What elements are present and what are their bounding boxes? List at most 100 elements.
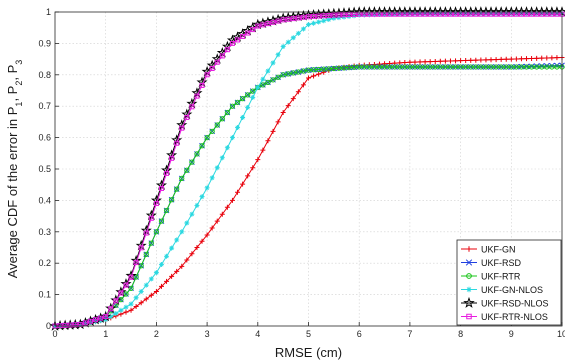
- data-point: [326, 12, 332, 18]
- data-point: [153, 270, 159, 276]
- data-point: [209, 175, 215, 181]
- data-point: [214, 122, 220, 128]
- data-point: [336, 12, 342, 18]
- data-point: [265, 21, 271, 27]
- data-point: [493, 57, 499, 63]
- data-point: [458, 58, 464, 64]
- y-tick-label: 0.6: [38, 133, 51, 143]
- y-tick-label: 0.1: [38, 290, 51, 300]
- data-point: [158, 261, 164, 267]
- data-point: [466, 246, 472, 252]
- data-point: [234, 99, 241, 106]
- data-point: [110, 294, 122, 305]
- data-point: [235, 37, 241, 43]
- data-point: [168, 197, 175, 203]
- data-point: [98, 318, 104, 324]
- data-point: [189, 211, 195, 217]
- data-point: [453, 58, 459, 64]
- data-point: [306, 14, 311, 20]
- data-point: [285, 71, 291, 77]
- data-point: [447, 64, 454, 70]
- y-tick-label: 0.4: [38, 195, 51, 205]
- data-point: [275, 74, 281, 80]
- data-point: [250, 88, 256, 94]
- data-point: [214, 59, 220, 65]
- y-axis-label-sub-1: 1: [14, 102, 24, 107]
- data-point: [554, 64, 560, 70]
- data-point: [164, 170, 170, 176]
- data-point: [240, 33, 246, 39]
- data-point: [392, 64, 398, 70]
- data-point: [466, 286, 472, 293]
- data-point: [186, 97, 198, 109]
- data-point: [270, 128, 276, 134]
- data-point: [229, 103, 236, 109]
- legend-label: UKF-RTR: [481, 272, 521, 282]
- data-point: [164, 253, 170, 259]
- data-point: [133, 295, 139, 301]
- data-point: [447, 58, 453, 64]
- data-point: [113, 298, 119, 304]
- data-point: [508, 56, 514, 62]
- data-point: [285, 16, 291, 22]
- data-point: [386, 64, 393, 70]
- data-point: [300, 68, 307, 74]
- data-point: [478, 64, 484, 70]
- data-point: [240, 115, 246, 121]
- data-point: [513, 56, 519, 62]
- data-point: [133, 274, 139, 280]
- data-point: [77, 321, 83, 327]
- data-point: [179, 125, 185, 131]
- data-point: [366, 64, 372, 70]
- data-point: [290, 70, 296, 76]
- data-point: [270, 77, 276, 83]
- data-point: [466, 273, 472, 279]
- data-point: [463, 64, 469, 70]
- data-point: [174, 186, 180, 192]
- data-point: [442, 58, 448, 64]
- data-point: [82, 320, 88, 326]
- data-point: [179, 229, 185, 235]
- data-point: [466, 313, 472, 320]
- data-point: [128, 301, 134, 307]
- grid-lines: [55, 12, 562, 326]
- x-tick-label: 3: [205, 329, 210, 339]
- data-point: [204, 232, 210, 238]
- data-point: [138, 288, 144, 294]
- data-point: [191, 87, 203, 98]
- data-point: [174, 268, 180, 274]
- data-point: [239, 96, 246, 102]
- data-point: [295, 89, 301, 95]
- x-tick-label: 8: [458, 329, 463, 339]
- data-point: [321, 69, 327, 75]
- y-tick-label: 0.7: [38, 101, 51, 111]
- data-point: [280, 17, 286, 23]
- x-tick-label: 1: [103, 329, 108, 339]
- data-point: [275, 119, 281, 125]
- data-point: [361, 12, 367, 18]
- data-point: [179, 175, 185, 182]
- data-point: [280, 109, 286, 115]
- data-point: [250, 27, 256, 33]
- data-point: [508, 64, 514, 70]
- data-point: [336, 15, 342, 21]
- y-axis-label-sep-1: , P: [5, 86, 20, 102]
- data-point: [275, 52, 281, 58]
- data-point: [128, 285, 134, 291]
- data-point: [265, 138, 271, 144]
- data-point: [219, 211, 225, 217]
- data-point: [118, 290, 124, 296]
- data-point: [376, 61, 382, 67]
- data-point: [138, 300, 144, 306]
- data-point: [346, 12, 352, 18]
- data-point: [544, 55, 550, 61]
- data-point: [529, 55, 535, 61]
- data-point: [209, 66, 215, 72]
- data-point: [473, 64, 479, 70]
- data-point: [196, 76, 208, 88]
- data-point: [123, 282, 129, 288]
- data-point: [174, 140, 180, 146]
- data-point: [123, 304, 129, 310]
- data-point: [250, 94, 256, 100]
- data-point: [189, 104, 195, 110]
